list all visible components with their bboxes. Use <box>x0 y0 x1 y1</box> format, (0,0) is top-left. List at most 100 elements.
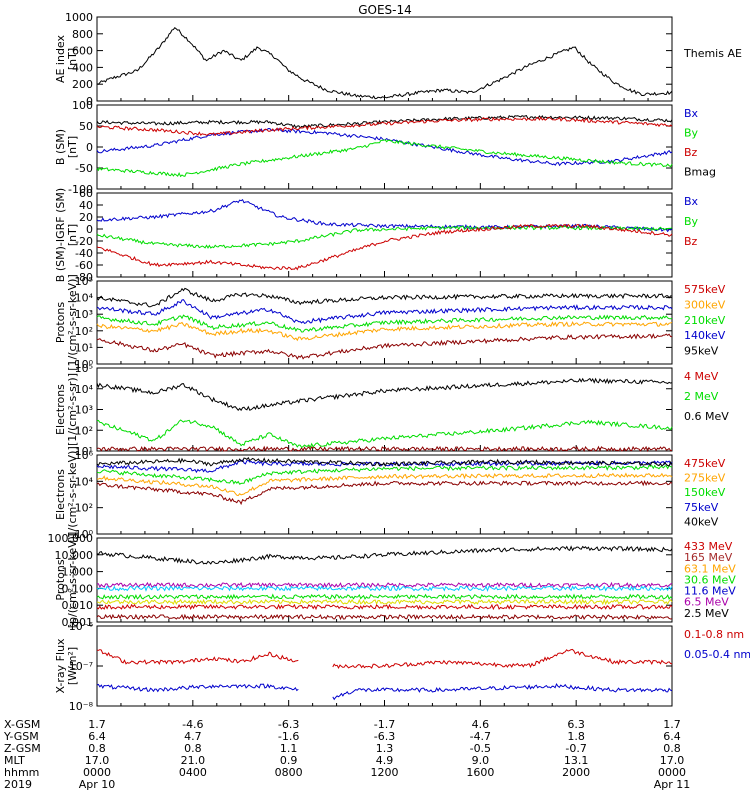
series-line <box>332 648 673 669</box>
y-axis-label: X-ray Flux <box>54 638 67 694</box>
series-line <box>96 613 673 621</box>
panel-8: 10⁻⁸ 10⁻⁷ 10⁻⁶X-ray Flux [W/m²] 0.1-0.8 nm 0.… <box>54 620 750 713</box>
legend-entry: 475keV <box>684 457 726 470</box>
panel-6: 10⁰ 10² 10⁴ 10⁶ Electrons [1/(cm²-s-sr-keV)] 4… <box>54 446 726 543</box>
footer-value: 0000 <box>658 766 686 779</box>
y-tick-label: -40 <box>75 247 93 260</box>
y-tick-label: 50 <box>79 120 93 133</box>
legend-entry: 75keV <box>684 501 719 514</box>
y-tick-label: 10² <box>75 325 93 338</box>
y-tick-label: 10⁴ <box>75 475 94 488</box>
footer-value: Apr 10 <box>79 778 116 791</box>
y-tick-label: 400 <box>72 61 93 74</box>
y-axis-label: [nT] <box>66 48 79 70</box>
y-axis-label: Electrons <box>54 384 67 435</box>
footer-value: 2000 <box>562 766 590 779</box>
y-axis-label: [nT] <box>66 224 79 246</box>
footer-value: 4.6 <box>472 718 490 731</box>
legend-entry: 63.1 MeV <box>684 562 736 575</box>
y-axis-label: Protons <box>54 559 67 600</box>
series-line <box>96 287 673 308</box>
panel-4: 10⁰ 10¹ 10² 10³ 10⁴ 10⁵ Protons [1/(cm²-s-sr-ke… <box>54 274 726 371</box>
y-tick-label: -20 <box>75 235 93 248</box>
footer-value: -4.7 <box>470 730 491 743</box>
series-line <box>96 464 673 485</box>
y-tick-label: 10¹ <box>75 341 93 354</box>
legend-entry: 2 MeV <box>684 390 719 403</box>
series-line <box>96 225 673 249</box>
y-axis-label: [1/(cm²-s-sr)] <box>66 373 79 446</box>
series-line <box>96 114 673 129</box>
series-line <box>96 116 673 137</box>
footer-value: 0.8 <box>184 742 202 755</box>
footer-value: 0400 <box>179 766 207 779</box>
y-tick-label: 10³ <box>75 404 93 417</box>
footer-value: 1.7 <box>663 718 681 731</box>
series-line <box>96 479 673 506</box>
y-tick-label: 10⁰ <box>75 358 94 371</box>
series-line <box>96 419 673 449</box>
legend-entry: 575keV <box>684 283 726 296</box>
y-tick-label: 10⁴ <box>75 383 94 396</box>
legend-entry: Bx <box>684 195 699 208</box>
series-line <box>96 603 673 611</box>
y-axis-label: [p/(cm²-s-sr-keV)] <box>66 532 79 629</box>
legend-entry: 95keV <box>684 345 719 358</box>
legend-entry: 30.6 MeV <box>684 573 736 586</box>
y-axis-label: [1/(cm²-s-sr-keV)] <box>66 274 79 371</box>
y-tick-label: 600 <box>72 45 93 58</box>
y-tick-label: 10⁵ <box>75 362 93 375</box>
y-tick-label: 100 <box>72 99 93 112</box>
footer-value: 4.7 <box>184 730 202 743</box>
y-tick-label: 10⁻⁷ <box>69 660 93 673</box>
footer-row-label: 2019 <box>4 778 32 791</box>
y-tick-label: -100 <box>68 183 93 196</box>
footer-value: 4.9 <box>376 754 394 767</box>
y-axis-label: B (SM) <box>54 129 67 165</box>
legend-entry: Bz <box>684 146 698 159</box>
legend-entry: 165 MeV <box>684 551 733 564</box>
legend-entry: 275keV <box>684 472 726 485</box>
series-line <box>96 456 673 468</box>
footer-row-label: X-GSM <box>4 718 40 731</box>
panel-2: -100 -50 0 50 100 B (SM) [nT] Bx By Bz Bmag <box>54 99 716 196</box>
y-tick-label: 20 <box>79 211 93 224</box>
y-tick-label: 10⁰ <box>75 528 94 541</box>
footer-value: 6.4 <box>663 730 681 743</box>
y-tick-label: -50 <box>75 162 93 175</box>
footer-value: 0.8 <box>663 742 681 755</box>
y-tick-label: 0.100 <box>62 582 94 595</box>
series-line <box>96 26 673 100</box>
footer-value: 0800 <box>275 766 303 779</box>
series-line <box>96 683 299 693</box>
footer-row-label: hhmm <box>4 766 39 779</box>
y-tick-label: 1000 <box>65 11 93 24</box>
series-line <box>96 472 673 497</box>
orbit-footer: X-GSMY-GSMZ-GSMMLThhmm20191.76.40.817.00… <box>3 718 690 791</box>
series-line <box>96 333 673 360</box>
y-tick-label: 60 <box>79 187 93 200</box>
series-line <box>96 127 673 167</box>
footer-value: 0.8 <box>88 742 106 755</box>
legend-entry: 40keV <box>684 515 719 528</box>
y-tick-label: 10⁻⁶ <box>69 620 94 633</box>
legend-entry: Themis AE <box>683 47 742 60</box>
y-tick-label: 0 <box>86 141 93 154</box>
legend-entry: 2.5 MeV <box>684 607 729 620</box>
legend-entry: 0.05-0.4 nm <box>684 648 750 661</box>
legend-entry: By <box>684 215 699 228</box>
series-line <box>96 299 673 325</box>
footer-row-label: Z-GSM <box>4 742 41 755</box>
legend-entry: By <box>684 127 699 140</box>
y-tick-label: 10⁻⁸ <box>69 700 94 713</box>
footer-value: -0.5 <box>470 742 491 755</box>
y-tick-label: 10⁴ <box>75 292 94 305</box>
footer-value: 1.7 <box>88 718 106 731</box>
footer-value: -6.3 <box>278 718 299 731</box>
series-line <box>332 683 673 701</box>
y-axis-label: Protons <box>54 302 67 343</box>
y-tick-label: 10² <box>75 424 93 437</box>
series-line <box>96 223 673 271</box>
